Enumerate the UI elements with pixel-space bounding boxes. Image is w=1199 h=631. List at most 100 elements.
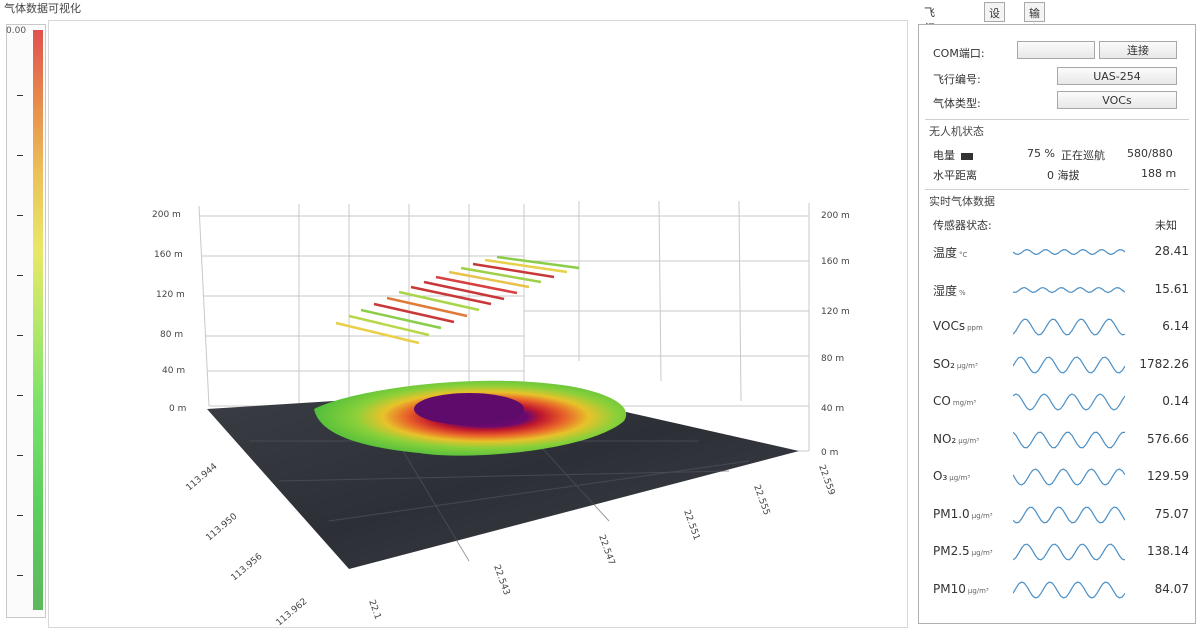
divider — [925, 119, 1189, 120]
flight-id-label: 飞行编号: — [933, 73, 981, 86]
sparkline-path — [1013, 248, 1125, 256]
gas-name: SO₂ μg/m³ — [933, 357, 978, 371]
gas-unit: μg/m³ — [971, 511, 993, 520]
gas-unit: °C — [959, 251, 968, 259]
gas-name-text: SO₂ — [933, 356, 955, 371]
gas-type-select[interactable]: VOCs — [1057, 91, 1177, 109]
gas-name-text: CO — [933, 394, 951, 408]
gas-name: PM2.5 μg/m³ — [933, 544, 993, 558]
flight-data-panel: COM端口: 连接 飞行编号: UAS-254 气体类型: VOCs 无人机状态… — [918, 24, 1196, 624]
gas-value: 28.41 — [1154, 244, 1189, 258]
gas-sparkline — [1013, 318, 1125, 336]
gas-name: 温度 °C — [933, 244, 967, 261]
z-right-label: 0 m — [821, 448, 838, 458]
sparkline-path — [1013, 355, 1125, 374]
gas-sparkline — [1013, 393, 1125, 411]
y-axis-label: 22.559 — [816, 464, 836, 497]
gas-name-text: PM10 — [933, 581, 966, 596]
sparkline-path — [1013, 506, 1125, 523]
tab-settings[interactable]: 设置 — [984, 2, 1005, 36]
sensor-status-value: 未知 — [1155, 219, 1177, 232]
gas-name: CO mg/m³ — [933, 394, 976, 408]
z-left-label: 200 m — [152, 210, 181, 220]
gas-unit: μg/m³ — [956, 361, 978, 370]
colorbar-tick — [17, 155, 23, 156]
z-right-label: 40 m — [821, 404, 844, 414]
gas-value: 138.14 — [1147, 544, 1189, 558]
battery-label-text: 电量 — [933, 149, 955, 162]
z-right-label: 160 m — [821, 257, 850, 267]
gas-sparkline — [1013, 355, 1125, 374]
colorbar-tick — [17, 515, 23, 516]
gas-sparkline — [1013, 248, 1125, 256]
y-axis-label: 22.555 — [751, 484, 771, 517]
waypoint-progress: 580/880 — [1127, 147, 1173, 160]
battery-label: 电量 — [933, 147, 973, 163]
3d-plot-svg[interactable]: 200 m 160 m 120 m 80 m 40 m 0 m 200 m 16… — [49, 21, 907, 628]
gas-value: 6.14 — [1162, 319, 1189, 333]
colorbar-tick — [17, 575, 23, 576]
tab-flight-data[interactable]: 飞行数据 — [920, 2, 939, 67]
sparkline-path — [1013, 286, 1125, 293]
horizontal-distance-value: 0 海拔 — [1047, 169, 1080, 182]
gas-sparkline — [1013, 468, 1125, 486]
y-axis-label: 22.543 — [491, 564, 511, 597]
drone-status-heading: 无人机状态 — [929, 125, 984, 138]
gas-name-text: NO₂ — [933, 431, 957, 446]
gas-unit: mg/m³ — [952, 399, 977, 407]
x-axis-label: 113.950 — [205, 512, 240, 544]
gas-name-text: PM2.5 — [933, 544, 970, 558]
colorbar-tick — [17, 335, 23, 336]
gas-unit: μg/m³ — [971, 549, 993, 557]
sensor-status-label: 传感器状态: — [933, 219, 992, 232]
battery-icon — [960, 152, 973, 160]
connect-button[interactable]: 连接 — [1099, 41, 1177, 59]
gas-name: O₃ μg/m³ — [933, 469, 970, 483]
z-left-label: 120 m — [156, 290, 185, 300]
com-port-select[interactable] — [1017, 41, 1095, 59]
colorbar-tick — [17, 395, 23, 396]
gas-name-text: VOCs — [933, 319, 966, 333]
gas-name-text: PM1.0 — [933, 506, 970, 521]
sparkline-path — [1013, 393, 1125, 411]
gas-value: 15.61 — [1154, 281, 1189, 296]
colorbar-tick — [17, 275, 23, 276]
gas-sparkline — [1013, 431, 1125, 448]
flight-path — [335, 255, 580, 345]
gas-unit: % — [959, 288, 966, 297]
gas-unit: μg/m³ — [949, 474, 971, 482]
gas-value: 84.07 — [1154, 581, 1189, 596]
x-axis-label: 113.956 — [230, 552, 265, 584]
gas-name: 湿度% — [933, 282, 966, 299]
colorbar-gradient — [33, 30, 43, 610]
gas-name-text: 温度 — [933, 246, 958, 260]
tab-output[interactable]: 输出 — [1024, 2, 1045, 36]
gas-name: PM1.0 μg/m³ — [933, 507, 993, 521]
colorbar-tick — [17, 455, 23, 456]
realtime-gas-heading: 实时气体数据 — [929, 195, 995, 208]
sparkline-path — [1013, 543, 1125, 561]
gas-unit: μg/m³ — [958, 436, 980, 445]
gas-hotspot — [414, 393, 524, 425]
gas-sparkline — [1013, 580, 1125, 599]
gas-name: PM10 μg/m³ — [933, 582, 989, 596]
altitude-value: 188 m — [1141, 167, 1177, 180]
gas-value: 576.66 — [1147, 431, 1189, 446]
z-left-label: 0 m — [169, 404, 186, 414]
flight-id-value[interactable]: UAS-254 — [1057, 67, 1177, 85]
sparkline-path — [1013, 468, 1125, 486]
sparkline-path — [1013, 431, 1125, 448]
com-port-label: COM端口: — [933, 47, 985, 60]
flight-mode: 正在巡航 — [1061, 149, 1105, 162]
gas-sparkline — [1013, 543, 1125, 561]
gas-sparkline — [1013, 506, 1125, 523]
gas-name-text: 湿度 — [933, 283, 958, 298]
gas-value: 0.14 — [1162, 394, 1189, 408]
battery-value: 75 % — [1027, 147, 1055, 160]
3d-plot-area[interactable]: 200 m 160 m 120 m 80 m 40 m 0 m 200 m 16… — [48, 20, 908, 628]
colorbar-tick — [17, 95, 23, 96]
y-axis-label: 22.547 — [596, 534, 616, 567]
gas-type-label: 气体类型: — [933, 97, 981, 110]
z-right-label: 200 m — [821, 211, 850, 221]
z-right-label: 120 m — [821, 307, 850, 317]
